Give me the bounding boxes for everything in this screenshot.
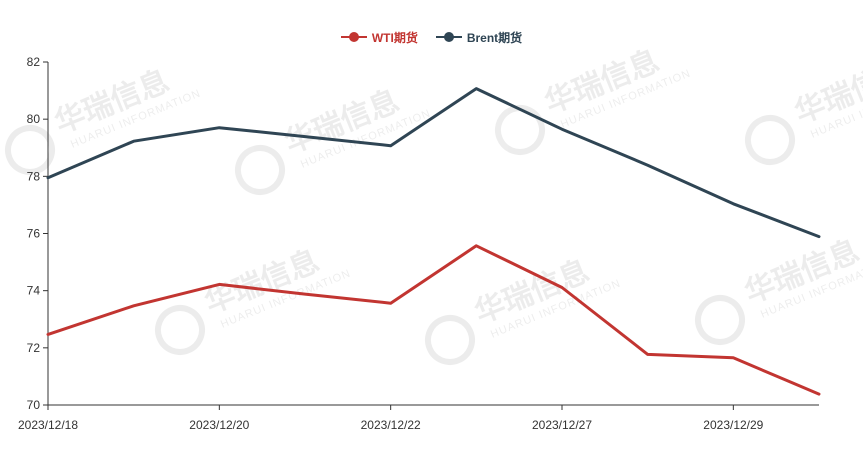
y-tick-label: 70 bbox=[27, 398, 41, 412]
watermark-logo-icon bbox=[745, 115, 795, 165]
y-tick-label: 76 bbox=[27, 227, 41, 241]
legend-wti-marker bbox=[340, 31, 367, 43]
watermark-logo-icon bbox=[155, 305, 205, 355]
watermark-logo-icon bbox=[495, 105, 545, 155]
x-tick-label: 2023/12/22 bbox=[361, 418, 421, 432]
y-tick-label: 78 bbox=[27, 169, 41, 183]
legend-item-wti[interactable]: WTI期货 bbox=[340, 29, 418, 46]
y-tick-label: 74 bbox=[27, 284, 41, 298]
legend-wti-label: WTI期货 bbox=[371, 30, 418, 45]
chart-legend: WTI期货 Brent期货 bbox=[0, 27, 863, 47]
watermark-logo-icon bbox=[5, 125, 55, 175]
legend-brent-marker bbox=[435, 31, 462, 43]
y-tick-label: 82 bbox=[27, 55, 41, 69]
series-line-brent bbox=[46, 87, 821, 239]
y-tick-label: 72 bbox=[27, 341, 41, 355]
axis-layer: 70 72 74 76 78 80 82 2023/12/18 2023/12/20 2023/1… bbox=[18, 55, 819, 432]
x-tick-label: 2023/12/27 bbox=[532, 418, 592, 432]
watermark-logo-icon bbox=[695, 295, 745, 345]
x-tick-label: 2023/12/29 bbox=[703, 418, 763, 432]
x-tick-label: 2023/12/18 bbox=[18, 418, 78, 432]
watermark-logo-icon bbox=[425, 315, 475, 365]
y-tick-label: 80 bbox=[27, 112, 41, 126]
legend-brent-label: Brent期货 bbox=[466, 30, 523, 45]
x-tick-label: 2023/12/20 bbox=[189, 418, 249, 432]
legend-item-brent[interactable]: Brent期货 bbox=[435, 29, 523, 46]
series-layer bbox=[46, 87, 821, 396]
series-line-wti bbox=[46, 244, 821, 396]
watermark-logo-icon bbox=[235, 145, 285, 195]
